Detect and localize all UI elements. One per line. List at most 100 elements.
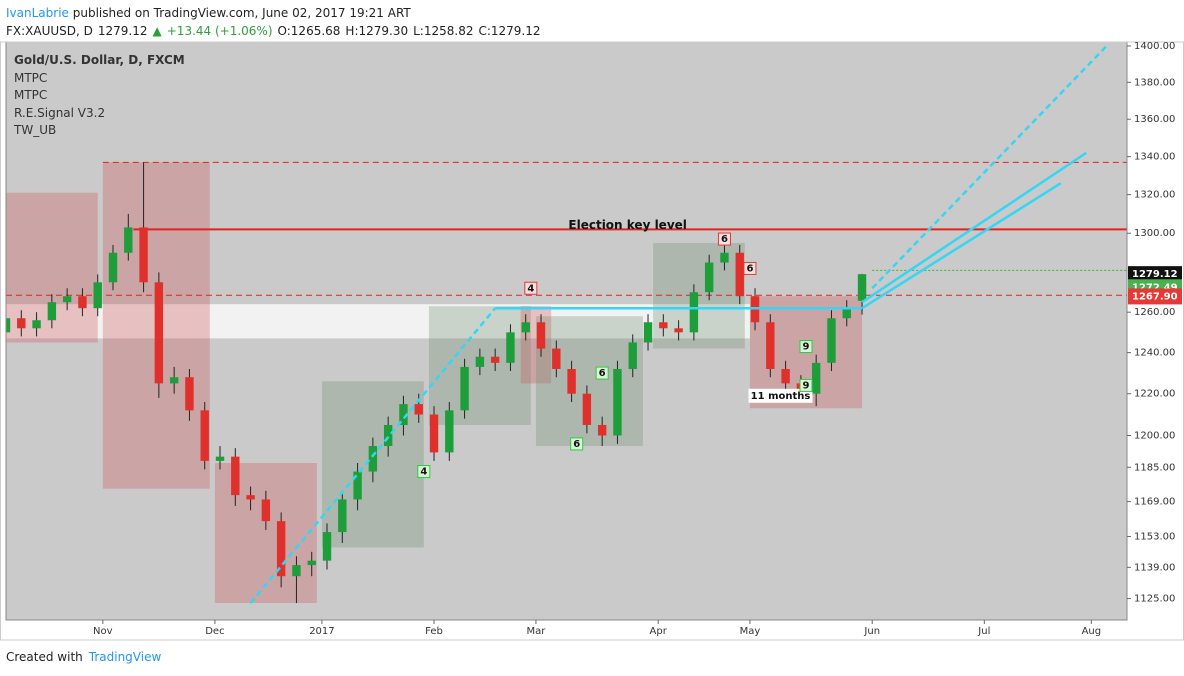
candle-body <box>368 446 378 472</box>
header: IvanLabrie published on TradingView.com,… <box>6 4 546 40</box>
candle-body <box>292 565 301 577</box>
quote-item: L:1258.82 <box>413 24 474 38</box>
candle-body <box>108 252 118 283</box>
annotation: 11 months <box>751 391 811 402</box>
candle-body <box>766 322 775 369</box>
y-tick-label: 1340.00 <box>1134 152 1175 163</box>
candle-body <box>17 318 26 329</box>
indicator: MTPC <box>14 70 48 85</box>
quote-item: 1279.12 <box>97 24 148 38</box>
y-tick-label: 1125.00 <box>1134 594 1175 605</box>
y-tick-label: 1169.00 <box>1134 497 1175 508</box>
y-tick-label: 1400.00 <box>1134 41 1175 52</box>
x-tick-label: Jun <box>863 626 880 637</box>
published: published on TradingView.com, June 02, 2… <box>72 6 411 20</box>
candle-body <box>597 424 607 436</box>
candle-body <box>276 521 286 577</box>
annotation: 6 <box>746 263 753 274</box>
price-axis-bg <box>1127 42 1183 620</box>
candle-body <box>154 282 164 384</box>
y-tick-label: 1240.00 <box>1134 348 1175 359</box>
candle-body <box>643 322 653 343</box>
x-tick-label: Dec <box>205 626 224 637</box>
count-box <box>717 232 731 246</box>
price-marker-label: 1267.90 <box>1132 291 1178 302</box>
price-marker-label: 1272.49 <box>1132 282 1178 293</box>
y-tick-label: 1320.00 <box>1134 190 1175 201</box>
candle-body <box>460 366 469 411</box>
count-box <box>595 366 609 380</box>
candle-body <box>185 377 194 411</box>
price-marker <box>1128 288 1182 305</box>
candle-body <box>475 356 485 367</box>
plot <box>6 45 1127 604</box>
quote-item: FX:XAUUSD, D <box>6 24 93 38</box>
y-tick-label: 1185.00 <box>1134 462 1175 473</box>
y-tick-label: 1200.00 <box>1134 430 1175 441</box>
candle-body <box>827 318 836 363</box>
trend-line <box>871 45 1108 290</box>
candle-body <box>735 252 744 297</box>
y-tick-label: 1300.00 <box>1134 228 1175 239</box>
candle-body <box>781 368 790 384</box>
quote-item: H:1279.30 <box>345 24 409 38</box>
quote-item: +13.44 (+1.06%) <box>166 24 273 38</box>
candle-body <box>674 328 683 333</box>
annotation: 9 <box>803 380 810 391</box>
count-box <box>524 281 538 295</box>
candle-body <box>536 322 546 349</box>
y-tick-label: 1139.00 <box>1134 562 1175 573</box>
y-tick-label: 1153.00 <box>1134 531 1175 542</box>
candle-body <box>62 296 72 303</box>
candle-body <box>246 495 255 500</box>
annotation: 4 <box>527 283 534 294</box>
candle-body <box>32 320 41 329</box>
candle-body <box>139 227 148 283</box>
candle-body <box>811 362 821 394</box>
x-tick-label: Mar <box>526 626 546 637</box>
annotation: Election key level <box>568 218 687 232</box>
candle-body <box>338 499 347 533</box>
trend-line <box>861 182 1062 310</box>
quote-line: FX:XAUUSD, D 1279.12 ▲ +13.44 (+1.06%) O:126… <box>6 22 546 40</box>
annotation: 6 <box>599 368 606 379</box>
price-marker-label: 1279.12 <box>1132 269 1178 280</box>
x-tick-label: 2017 <box>309 626 334 637</box>
publish-line: IvanLabrie published on TradingView.com,… <box>6 4 546 22</box>
candle-body <box>322 532 332 561</box>
author[interactable]: IvanLabrie <box>6 6 69 20</box>
annotation: 9 <box>803 342 810 353</box>
candle-body <box>704 262 714 293</box>
candle-body <box>93 282 102 309</box>
x-tick-label: May <box>740 626 761 637</box>
zone <box>6 304 750 339</box>
candle-body <box>445 410 454 453</box>
candle-body <box>47 302 57 321</box>
quote-item: O:1265.68 <box>277 24 341 38</box>
candle-body <box>582 393 592 425</box>
y-tick-label: 1220.00 <box>1134 389 1175 400</box>
candle-body <box>353 471 362 500</box>
candle-body <box>659 322 668 329</box>
candle-body <box>842 308 851 319</box>
candle-body <box>307 560 316 566</box>
candle-body <box>200 410 209 461</box>
candle-body <box>521 322 530 333</box>
candle-body <box>169 377 179 384</box>
annotation: 4 <box>420 467 427 478</box>
y-tick-label: 1380.00 <box>1134 77 1175 88</box>
count-box <box>570 437 584 451</box>
candle-body <box>215 456 225 461</box>
candle-body <box>429 414 439 453</box>
candle-body <box>78 296 87 309</box>
candle-body <box>414 404 423 415</box>
brand[interactable]: TradingView <box>88 650 162 664</box>
legend: Gold/U.S. Dollar, D, FXCM MTPC MTPC R.E.Sig… <box>14 52 185 140</box>
y-tick-label: 1260.00 <box>1134 307 1175 318</box>
annotation: 6 <box>573 439 580 450</box>
x-tick-label: Nov <box>93 626 113 637</box>
footer-text: Created with <box>6 650 83 664</box>
quote-item: ▲ <box>152 24 162 38</box>
zone <box>535 316 643 447</box>
